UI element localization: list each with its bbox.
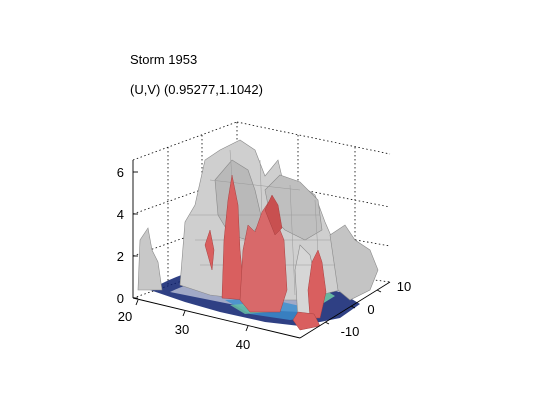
peak-front <box>292 311 321 331</box>
z-tick-4: 4 <box>117 207 124 222</box>
surface-left-ridge <box>137 227 163 291</box>
tick-labels: 0 2 4 6 20 30 40 -10 0 10 <box>117 165 411 352</box>
y-tick-0: 0 <box>367 302 374 317</box>
z-tick-6: 6 <box>117 165 124 180</box>
z-tick-0: 0 <box>117 291 124 306</box>
y-tick-neg10: -10 <box>341 324 360 339</box>
x-tick-20: 20 <box>118 309 132 324</box>
surface-far-right <box>329 224 379 301</box>
peak-center-top <box>264 194 283 236</box>
peak-small <box>204 229 215 271</box>
front-box <box>132 160 391 339</box>
grid-line <box>236 218 391 247</box>
tick-marks <box>133 171 382 332</box>
peaks <box>204 174 327 331</box>
chart-title: Storm 1953 <box>130 52 198 67</box>
back-top-right-edge <box>236 121 391 155</box>
x-axis-line <box>132 297 301 339</box>
chart-subtitle: (U,V) (0.95277,1.1042) <box>130 82 263 97</box>
back-top-left-edge <box>132 121 238 161</box>
y-tick-10: 10 <box>397 279 411 294</box>
y-axis-line <box>299 281 391 339</box>
x-tick-40: 40 <box>236 337 250 352</box>
z-tick-2: 2 <box>117 249 124 264</box>
x-tick-30: 30 <box>175 322 189 337</box>
